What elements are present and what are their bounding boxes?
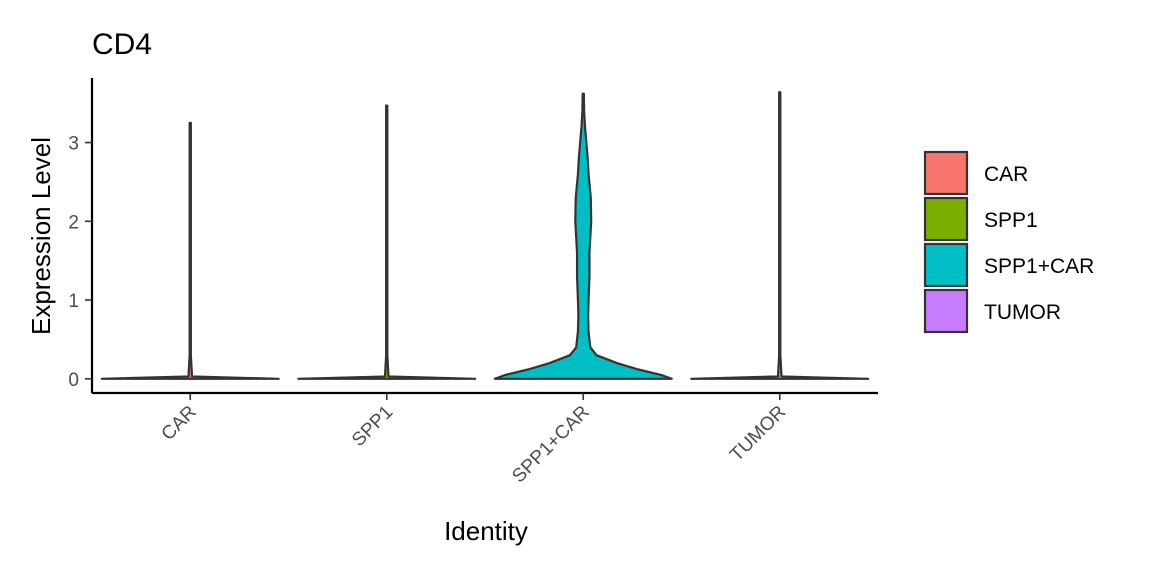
y-axis-title: Expression Level <box>26 137 56 335</box>
legend-key-spp1-car <box>923 242 969 288</box>
x-tick-label: SPP1+CAR <box>508 402 593 487</box>
y-tick-label: 3 <box>68 134 79 155</box>
legend: CAR SPP1 SPP1+CAR TUMOR <box>923 150 1094 334</box>
legend-label: CAR <box>984 163 1028 186</box>
legend-key-spp1 <box>923 196 969 242</box>
legend-label: TUMOR <box>984 301 1061 324</box>
y-tick-label: 1 <box>68 291 79 312</box>
x-axis-title: Identity <box>444 516 528 546</box>
violin-group <box>100 91 870 380</box>
x-tick-label: CAR <box>158 402 201 445</box>
x-tick-label: TUMOR <box>726 402 790 466</box>
legend-label: SPP1+CAR <box>984 255 1094 278</box>
violin-spp1 <box>297 104 477 380</box>
violin-tumor <box>690 91 870 380</box>
chart-title: CD4 <box>92 28 152 61</box>
x-tick-label: SPP1 <box>348 402 397 451</box>
y-tick-label: 2 <box>68 212 79 233</box>
violin-car <box>100 121 280 380</box>
legend-label: SPP1 <box>984 209 1038 232</box>
violin-spp1-car <box>493 92 673 380</box>
y-tick-label: 0 <box>68 370 79 391</box>
legend-key-tumor <box>923 288 969 334</box>
legend-key-car <box>923 150 969 196</box>
